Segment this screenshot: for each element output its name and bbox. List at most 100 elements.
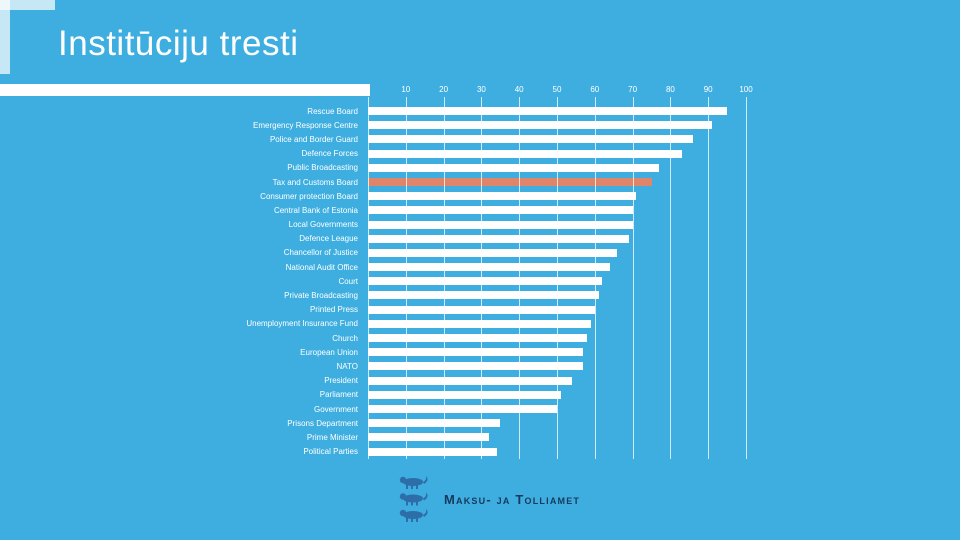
bar	[368, 433, 489, 442]
x-axis-tick-label: 50	[552, 85, 562, 94]
bar-track	[368, 203, 746, 217]
bar-track	[368, 161, 746, 175]
category-label: Political Parties	[303, 447, 358, 457]
bar-track	[368, 402, 746, 416]
category-label: Court	[338, 276, 358, 286]
corner-decoration-top	[0, 0, 55, 10]
category-label: Public Broadcasting	[287, 163, 358, 173]
chart-row: Defence League	[0, 232, 746, 246]
chart-rows: Rescue Board Emergency Response Centre Pol…	[0, 104, 746, 459]
category-label: Prime Minister	[306, 432, 358, 442]
chart-row: Central Bank of Estonia	[0, 203, 746, 217]
chart-row: Political Parties	[0, 445, 746, 459]
chart-row: Parliament	[0, 388, 746, 402]
bar	[368, 234, 629, 243]
category-label: Private Broadcasting	[284, 291, 358, 301]
bar	[368, 376, 573, 385]
chart-row: Defence Forces	[0, 147, 746, 161]
chart-row: Prime Minister	[0, 430, 746, 444]
bar-track	[368, 104, 746, 118]
chart-row: Emergency Response Centre	[0, 118, 746, 132]
chart-row: Government	[0, 402, 746, 416]
logo-text: Maksu- ja Tolliamet	[444, 491, 581, 507]
bar	[368, 390, 561, 399]
bar	[368, 447, 497, 456]
x-axis-tick-label: 40	[514, 85, 524, 94]
x-axis-tick-label: 0	[365, 85, 371, 94]
chart-row: Chancellor of Justice	[0, 246, 746, 260]
chart-row: Public Broadcasting	[0, 161, 746, 175]
bar	[368, 348, 584, 357]
x-axis-tick-label: 10	[401, 85, 411, 94]
bar-track	[368, 189, 746, 203]
category-label: Local Governments	[288, 220, 358, 230]
category-label: Defence League	[299, 234, 358, 244]
bar	[368, 263, 610, 272]
bar-track	[368, 445, 746, 459]
bar	[368, 192, 637, 201]
bar	[368, 404, 557, 413]
bar-track	[368, 218, 746, 232]
footer-logo: Maksu- ja Tolliamet	[396, 476, 580, 522]
chart-row: NATO	[0, 359, 746, 373]
category-label: Unemployment Insurance Fund	[246, 319, 358, 329]
chart-row: President	[0, 374, 746, 388]
x-axis-tick-label: 60	[590, 85, 600, 94]
bar-track	[368, 274, 746, 288]
category-label: Emergency Response Centre	[253, 120, 358, 130]
bar-track	[368, 345, 746, 359]
corner-decoration-left	[0, 0, 10, 74]
category-label: European Union	[300, 347, 358, 357]
bar-track	[368, 175, 746, 189]
title-underline-band	[0, 84, 370, 96]
x-axis-tick-label: 90	[703, 85, 713, 94]
chart-row: Unemployment Insurance Fund	[0, 317, 746, 331]
x-axis-tick-label: 100	[739, 85, 753, 94]
chart-row: Consumer protection Board	[0, 189, 746, 203]
bar-track	[368, 288, 746, 302]
bar-track	[368, 132, 746, 146]
bar-track	[368, 416, 746, 430]
bar	[368, 163, 660, 172]
chart-row: National Audit Office	[0, 260, 746, 274]
bar	[368, 135, 694, 144]
bar-track	[368, 388, 746, 402]
bar	[368, 419, 501, 428]
bar-track	[368, 232, 746, 246]
chart-row: Printed Press	[0, 303, 746, 317]
chart-row: Local Governments	[0, 218, 746, 232]
category-label: Defence Forces	[301, 149, 358, 159]
bar	[368, 220, 633, 229]
bar	[368, 305, 595, 314]
bar	[368, 334, 588, 342]
bar	[368, 362, 584, 371]
category-label: Printed Press	[309, 305, 358, 315]
chart-row: Private Broadcasting	[0, 288, 746, 302]
category-label: Church	[332, 333, 358, 343]
page-title: Institūciju tresti	[58, 24, 299, 63]
chart-row: Tax and Customs Board	[0, 175, 746, 189]
category-label: Tax and Customs Board	[272, 177, 358, 187]
category-label: National Audit Office	[285, 262, 358, 272]
bar-track	[368, 260, 746, 274]
bar-track	[368, 430, 746, 444]
bar	[368, 277, 603, 286]
bar	[368, 291, 599, 300]
chart-row: Police and Border Guard	[0, 132, 746, 146]
category-label: Consumer protection Board	[260, 191, 358, 201]
bar	[368, 149, 682, 158]
chart-row: Church	[0, 331, 746, 345]
bar	[368, 248, 618, 257]
bar-track	[368, 147, 746, 161]
bar-track	[368, 317, 746, 331]
bar	[368, 319, 592, 328]
bar-track	[368, 246, 746, 260]
category-label: President	[324, 376, 358, 386]
chart-row: Court	[0, 274, 746, 288]
bar	[368, 206, 633, 215]
x-axis-tick-label: 20	[439, 85, 449, 94]
chart-row: Rescue Board	[0, 104, 746, 118]
category-label: Police and Border Guard	[269, 134, 358, 144]
category-label: Government	[313, 404, 358, 414]
category-label: Prisons Department	[287, 418, 358, 428]
